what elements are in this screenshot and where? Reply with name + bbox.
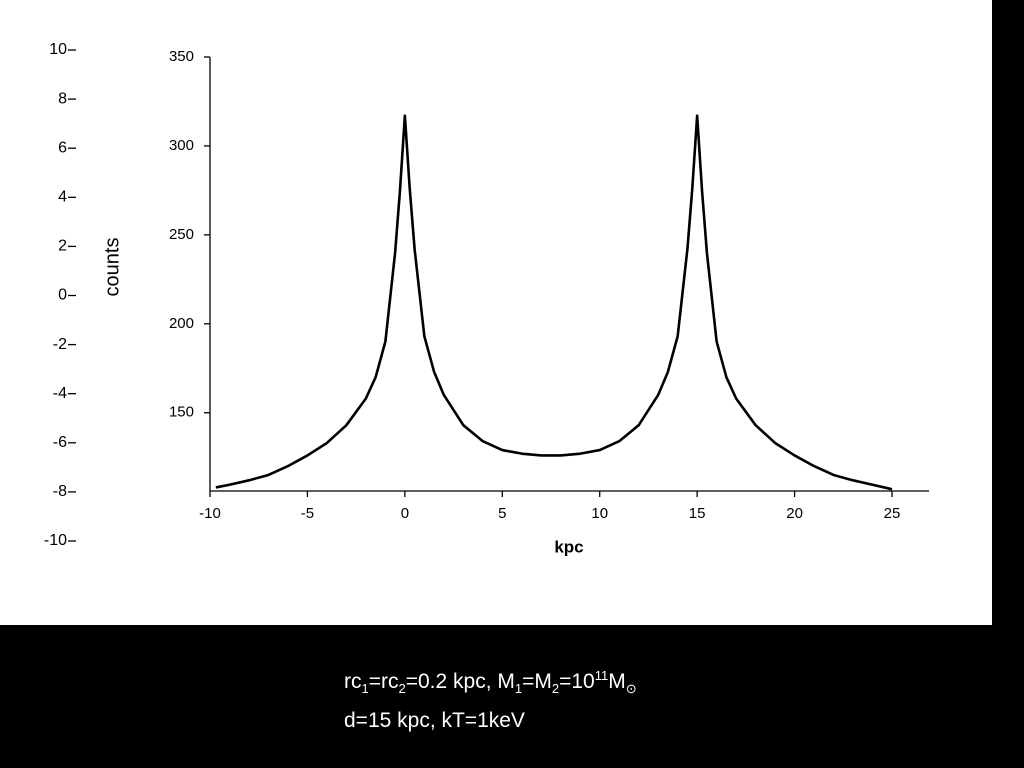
slide-panel xyxy=(0,0,992,625)
y-axis-label: counts xyxy=(101,238,123,297)
y-tick-label: 150 xyxy=(169,404,194,421)
data-line xyxy=(215,114,893,491)
x-tick-label: 15 xyxy=(689,505,706,522)
y-tick-label: 350 xyxy=(169,48,194,65)
ghost-tick-label: -8 xyxy=(53,483,67,500)
x-tick-label: -10 xyxy=(199,505,221,522)
caption-part: =rc xyxy=(368,670,399,693)
caption-part: 1 xyxy=(361,681,369,697)
ghost-tick-label: -6 xyxy=(53,434,67,451)
caption-part: =0.2 kpc, M xyxy=(405,670,515,693)
ghost-tick-label: 8 xyxy=(58,90,67,107)
caption-part: =10 xyxy=(559,670,595,693)
y-tick-label: 200 xyxy=(169,315,194,332)
x-axis-label: kpc xyxy=(554,537,583,556)
x-tick-label: -5 xyxy=(301,505,314,522)
ghost-tick-label: 10 xyxy=(49,41,67,58)
caption-part: M xyxy=(608,670,626,693)
x-tick-label: 25 xyxy=(884,505,901,522)
caption-part: ⊙ xyxy=(625,681,637,697)
x-tick-label: 20 xyxy=(786,505,803,522)
ghost-tick-label: -2 xyxy=(53,336,67,353)
caption-part: 11 xyxy=(594,668,609,683)
ghost-tick-label: 0 xyxy=(58,287,67,304)
y-tick-label: 250 xyxy=(169,226,194,243)
caption-part: rc xyxy=(344,670,362,693)
ghost-tick-label: -10 xyxy=(44,532,67,549)
caption-line: d=15 kpc, kT=1keV xyxy=(344,709,525,733)
caption-line: rc1=rc2=0.2 kpc, M1=M2=1011M⊙ xyxy=(344,660,637,705)
caption: rc1=rc2=0.2 kpc, M1=M2=1011M⊙ d=15 kpc, … xyxy=(344,660,637,737)
ghost-tick-label: -4 xyxy=(53,385,67,402)
caption-part: =M xyxy=(522,670,552,693)
x-tick-label: 5 xyxy=(498,505,506,522)
caption-part: 1 xyxy=(514,681,523,697)
x-tick-label: 0 xyxy=(401,505,409,522)
ghost-tick-label: 2 xyxy=(58,238,67,255)
ghost-tick-label: 6 xyxy=(58,139,67,156)
caption-part: 2 xyxy=(551,681,560,697)
y-tick-label: 300 xyxy=(169,137,194,154)
x-tick-label: 10 xyxy=(591,505,608,522)
caption-part: 2 xyxy=(398,681,406,697)
ghost-tick-label: 4 xyxy=(58,189,67,206)
